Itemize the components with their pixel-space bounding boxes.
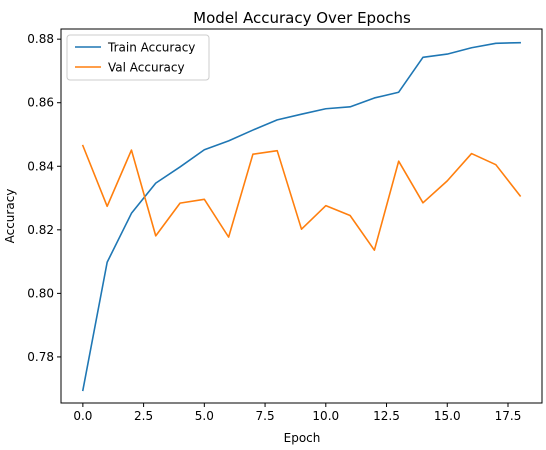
x-axis-ticks: 0.0 2.5 5.0 7.5 10.0 12.5 15.0 17.5 (73, 403, 521, 423)
y-tick-label: 0.88 (27, 32, 54, 46)
legend-val-label: Val Accuracy (108, 61, 185, 75)
x-tick-label: 2.5 (134, 409, 153, 423)
y-tick-label: 0.80 (27, 286, 54, 300)
y-axis-label: Accuracy (3, 189, 17, 244)
y-axis-ticks: 0.78 0.80 0.82 0.84 0.86 0.88 (27, 32, 61, 364)
x-tick-label: 7.5 (256, 409, 275, 423)
legend-train-label: Train Accuracy (107, 41, 195, 55)
train-accuracy-line (81, 41, 521, 392)
y-tick-label: 0.84 (27, 159, 54, 173)
x-tick-label: 5.0 (195, 409, 214, 423)
x-tick-label: 10.0 (312, 409, 339, 423)
plot-area: 0.0 2.5 5.0 7.5 10.0 12.5 15.0 17.5 0.78 0.80 0.8… (27, 28, 543, 423)
x-tick-label: 17.5 (495, 409, 522, 423)
series-lines (81, 41, 522, 392)
plot-frame (60, 28, 543, 404)
x-axis-label: Epoch (284, 431, 321, 445)
y-tick-label: 0.82 (27, 223, 54, 237)
x-tick-label: 12.5 (373, 409, 400, 423)
legend: Train Accuracy Val Accuracy (66, 34, 210, 81)
y-tick-label: 0.86 (27, 96, 54, 110)
chart-title: Model Accuracy Over Epochs (193, 9, 411, 27)
y-tick-label: 0.78 (27, 350, 54, 364)
legend-box (66, 34, 210, 81)
x-tick-label: 15.0 (434, 409, 461, 423)
x-tick-label: 0.0 (73, 409, 92, 423)
val-accuracy-line (81, 144, 522, 251)
